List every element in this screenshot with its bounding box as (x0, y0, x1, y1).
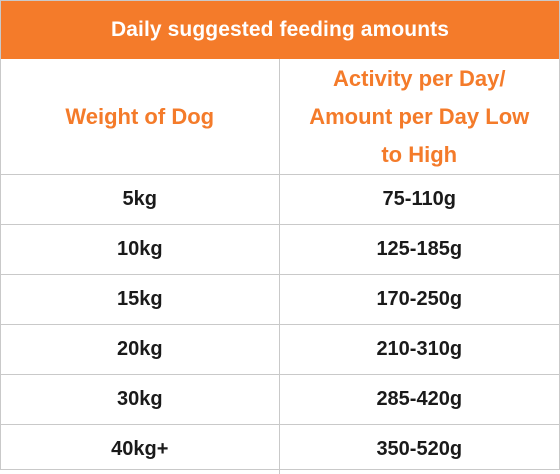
table-row: 15kg 170-250g (1, 275, 559, 325)
amount-cell: 285-420g (279, 375, 559, 425)
table-row: 40kg+ 350-520g (1, 425, 559, 474)
amount-cell: 350-520g (279, 425, 559, 474)
table-title: Daily suggested feeding amounts (1, 1, 559, 59)
table-row: 5kg 75-110g (1, 175, 559, 225)
amount-cell: 75-110g (279, 175, 559, 225)
amount-cell: 210-310g (279, 325, 559, 375)
weight-cell: 5kg (1, 175, 279, 225)
header-row: Weight of Dog Activity per Day/ Amount p… (1, 59, 559, 175)
amount-cell: 170-250g (279, 275, 559, 325)
feeding-table: Weight of Dog Activity per Day/ Amount p… (1, 59, 559, 474)
column-header-weight: Weight of Dog (1, 59, 279, 175)
table-row: 20kg 210-310g (1, 325, 559, 375)
weight-cell: 10kg (1, 225, 279, 275)
amount-cell: 125-185g (279, 225, 559, 275)
weight-cell: 20kg (1, 325, 279, 375)
column-header-activity: Activity per Day/ Amount per Day Low to … (279, 59, 559, 175)
weight-cell: 30kg (1, 375, 279, 425)
table-row: 30kg 285-420g (1, 375, 559, 425)
weight-cell: 15kg (1, 275, 279, 325)
column-header-activity-label: Activity per Day/ Amount per Day Low to … (304, 60, 534, 174)
weight-cell: 40kg+ (1, 425, 279, 474)
table-row: 10kg 125-185g (1, 225, 559, 275)
